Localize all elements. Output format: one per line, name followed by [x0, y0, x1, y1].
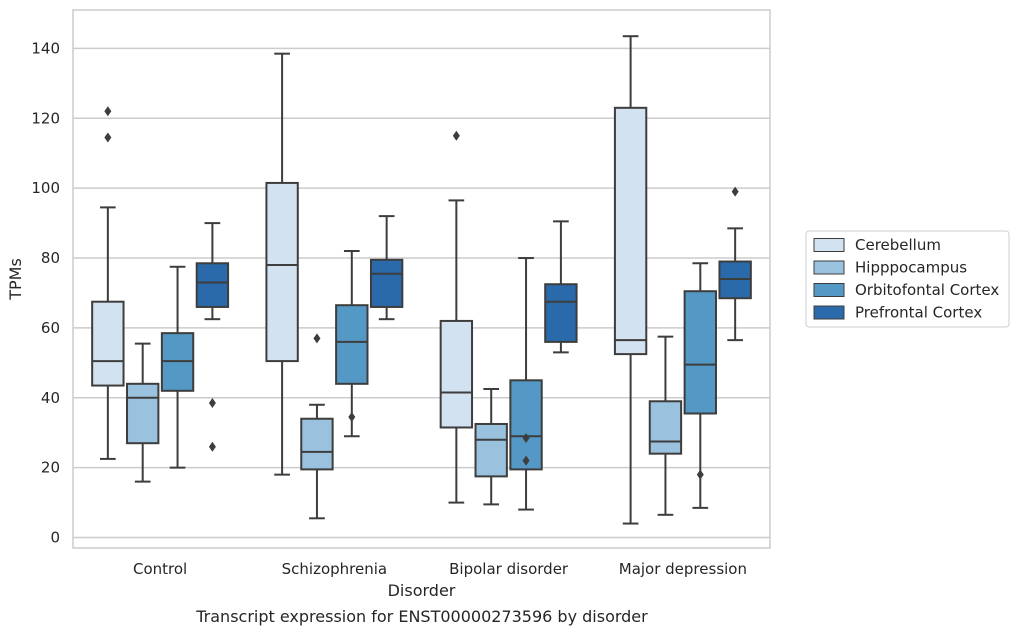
iqr-box [474, 422, 508, 478]
box-cerebellum [91, 106, 125, 460]
outlier-point [452, 130, 460, 141]
outlier-point [696, 469, 704, 480]
iqr-box [126, 382, 160, 445]
y-axis-label: TPMs [6, 258, 25, 301]
y-tick-labels: 0 20 40 60 80 100 120 140 [31, 39, 60, 546]
legend-swatch [813, 305, 845, 320]
iqr-box [335, 304, 369, 385]
legend-label: Prefrontal Cortex [855, 304, 982, 322]
box-cerebellum [439, 130, 474, 504]
y-tick-label: 140 [31, 39, 60, 57]
legend-swatch [813, 238, 845, 252]
iqr-box [544, 283, 578, 343]
iqr-box [648, 400, 683, 455]
legend-swatch [813, 283, 845, 297]
legend-frame [805, 230, 1010, 328]
outlier-point [313, 333, 321, 344]
y-tick-label: 120 [31, 109, 60, 127]
grid-layer [73, 47, 770, 539]
y-tick-label: 20 [41, 459, 60, 477]
x-tick-label: Control [133, 560, 187, 578]
box-hipppocampus [126, 342, 160, 483]
x-tick-label: Bipolar disorder [449, 560, 569, 578]
outlier-point [208, 398, 216, 409]
outlier-point [348, 411, 356, 422]
box-orbitofontal-cortex [335, 250, 369, 438]
box-orbitofontal-cortex [683, 262, 717, 509]
x-tick-label: Schizophrenia [282, 560, 387, 578]
y-tick-label: 60 [41, 319, 60, 337]
legend-label: Orbitofontal Cortex [855, 281, 999, 299]
plot-frame [72, 9, 771, 549]
box-orbitofontal-cortex [160, 265, 195, 469]
iqr-box [91, 300, 125, 387]
box-prefrontal-cortex [718, 186, 752, 342]
chart-caption: Transcript expression for ENST0000027359… [195, 607, 648, 626]
legend-label: Hipppocampus [855, 259, 967, 277]
iqr-box [300, 417, 334, 471]
x-tick-labels: Control Schizophrenia Bipolar disorder Majo… [133, 560, 747, 578]
outlier-point [104, 132, 112, 143]
box-orbitofontal-cortex [509, 257, 543, 511]
outlier-point [522, 455, 530, 466]
iqr-box [265, 181, 299, 363]
box-prefrontal-cortex [369, 215, 404, 321]
legend: Cerebellum Hipppocampus Orbitofontal Corte… [805, 230, 1010, 328]
x-tick-label: Major depression [619, 560, 747, 578]
outlier-point [731, 186, 739, 197]
outlier-point [522, 432, 530, 443]
y-tick-label: 80 [41, 249, 60, 267]
box-prefrontal-cortex [195, 222, 230, 452]
y-tick-label: 0 [50, 529, 60, 547]
boxes-layer [91, 35, 752, 525]
box-cerebellum [265, 52, 299, 476]
outlier-point [208, 441, 216, 452]
box-hipppocampus [648, 335, 683, 516]
iqr-box [683, 290, 717, 415]
iqr-box [195, 262, 230, 308]
box-prefrontal-cortex [544, 220, 578, 354]
iqr-box [369, 258, 404, 308]
box-hipppocampus [474, 388, 508, 506]
box-cerebellum [613, 35, 648, 525]
box-hipppocampus [300, 333, 334, 520]
iqr-box [613, 106, 648, 356]
legend-swatch [813, 260, 845, 275]
y-tick-label: 40 [41, 389, 60, 407]
outlier-point [104, 106, 112, 117]
iqr-box [509, 379, 543, 471]
legend-label: Cerebellum [855, 236, 941, 254]
y-tick-label: 100 [31, 179, 60, 197]
iqr-box [439, 319, 474, 429]
x-axis-label: Disorder [388, 581, 456, 600]
